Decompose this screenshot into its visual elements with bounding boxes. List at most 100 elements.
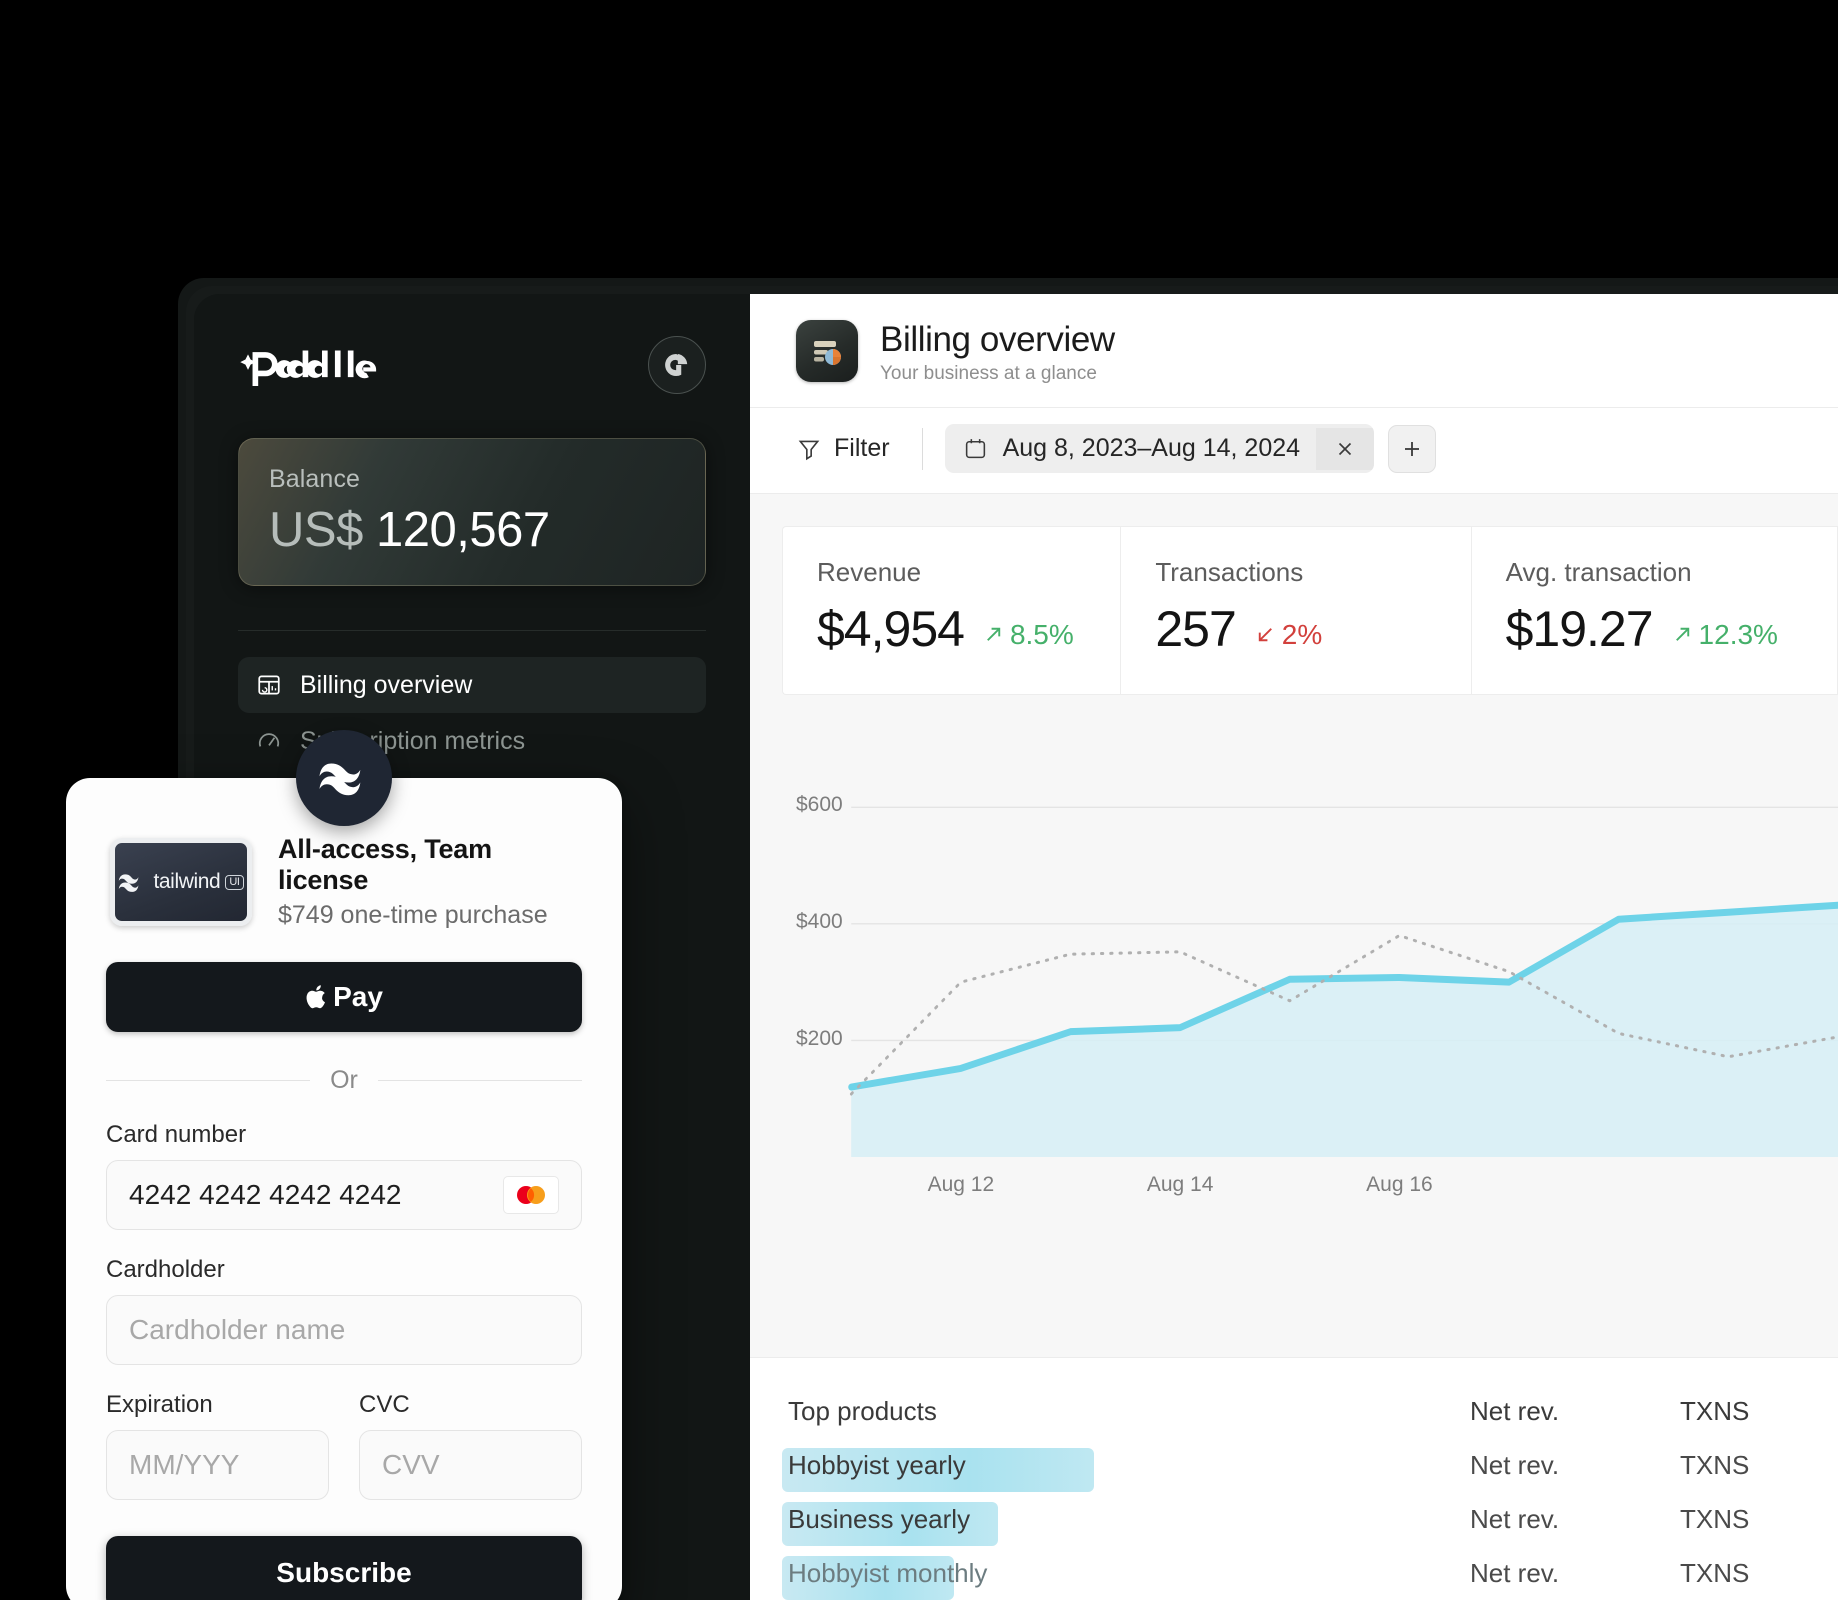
revenue-chart: $600 $400 $200 Aug 12 Aug 14 Aug 16 — [750, 695, 1838, 1357]
stat-card-revenue[interactable]: Revenue $4,954 8.5% — [782, 526, 1121, 696]
expiration-label: Expiration — [106, 1391, 213, 1418]
sidebar-divider — [238, 630, 706, 631]
expiry-cvc-row: Expiration MM/YYY CVC CVV — [106, 1391, 582, 1500]
tailwind-logo-icon — [296, 730, 392, 826]
workspace-avatar[interactable] — [648, 336, 706, 394]
divider-label: Or — [330, 1066, 358, 1094]
net-rev-value: Net rev. — [1470, 1503, 1560, 1534]
table-row[interactable]: Hobbyist monthly Net rev. TXNS — [750, 1546, 1838, 1600]
cvc-field-group: CVC CVV — [359, 1391, 582, 1500]
stat-value: $19.27 — [1505, 601, 1654, 658]
status-badge: 2% — [1254, 619, 1322, 651]
gauge-icon — [256, 728, 282, 754]
sidebar-item-label: Billing overview — [300, 670, 473, 699]
divider-line-left — [106, 1080, 311, 1081]
txns-value: TXNS — [1680, 1449, 1750, 1480]
filter-button-label: Filter — [834, 434, 890, 463]
apple-pay-label: Pay — [333, 981, 383, 1012]
product-volume-bar — [782, 1555, 954, 1600]
x-axis-tick-label: Aug 16 — [1366, 1173, 1433, 1197]
product-volume-bar — [782, 1447, 1094, 1492]
stat-row: $4,954 8.5% — [817, 600, 1086, 658]
sidebar-header — [238, 336, 706, 394]
billing-app-icon — [796, 320, 858, 382]
table-header-row: Top products Net rev. TXNS Countries — [750, 1384, 1838, 1438]
product-name-cell: Business yearly — [750, 1501, 1470, 1546]
calendar-icon — [963, 436, 988, 461]
close-icon — [1334, 438, 1356, 460]
product-thumb-wordmark: tailwind — [153, 870, 221, 893]
plus-icon — [1400, 437, 1424, 461]
divider-line-right — [377, 1080, 582, 1081]
stat-value: 257 — [1155, 601, 1236, 658]
stat-delta-value: 2% — [1281, 618, 1323, 650]
cardholder-field-group: Cardholder Cardholder name — [106, 1256, 582, 1365]
table-row[interactable]: Business yearly Net rev. TXNS — [750, 1492, 1838, 1546]
subscribe-button[interactable]: Subscribe — [106, 1536, 582, 1600]
expiration-input[interactable]: MM/YYY — [106, 1430, 329, 1500]
filter-button[interactable]: Filter — [796, 428, 900, 469]
column-header-top-products: Top products — [788, 1395, 937, 1426]
product-volume-bar — [782, 1501, 998, 1546]
sidebar-item-billing-overview[interactable]: Billing overview — [238, 657, 706, 713]
txns-value: TXNS — [1680, 1503, 1750, 1534]
stat-value: $4,954 — [817, 601, 965, 658]
balance-value: US$ 120,567 — [269, 502, 675, 558]
cardholder-input[interactable]: Cardholder name — [106, 1295, 582, 1365]
remove-date-filter-button[interactable] — [1316, 427, 1375, 470]
column-header-net-rev: Net rev. — [1470, 1395, 1560, 1426]
balance-card[interactable]: Balance US$ 120,567 — [238, 438, 706, 586]
expiration-placeholder: MM/YYY — [129, 1449, 240, 1480]
date-range-value-area[interactable]: Aug 8, 2023–Aug 14, 2024 — [945, 424, 1317, 473]
product-title: All-access, Team license — [278, 834, 492, 895]
paddle-logo[interactable] — [238, 340, 424, 390]
dashboard-grid-icon — [256, 672, 282, 698]
cvc-label: CVC — [359, 1391, 410, 1418]
y-axis-tick-label: $200 — [796, 1026, 843, 1050]
column-header-txns: TXNS — [1680, 1395, 1750, 1426]
apple-pay-button[interactable]: Pay — [106, 962, 582, 1032]
table-header-name-cell: Top products — [750, 1396, 1470, 1427]
card-number-input[interactable]: 4242 4242 4242 4242 — [106, 1160, 582, 1230]
page-subtitle: Your business at a glance — [880, 363, 1097, 385]
cardholder-label: Cardholder — [106, 1256, 225, 1283]
stat-row: $19.27 12.3% — [1506, 600, 1803, 658]
apple-icon — [305, 983, 329, 1011]
cvc-placeholder: CVV — [382, 1449, 440, 1480]
table-row[interactable]: Hobbyist yearly Net rev. TXNS — [750, 1438, 1838, 1492]
chart-plot-area: $600 $400 $200 — [750, 735, 1838, 1165]
add-filter-button[interactable] — [1388, 424, 1437, 473]
y-axis-tick-label: $400 — [796, 910, 843, 934]
stat-card-transactions[interactable]: Transactions 257 2% — [1120, 526, 1471, 696]
product-thumb-badge: UI — [225, 874, 244, 890]
x-axis-tick-label: Aug 14 — [1146, 1173, 1214, 1197]
arrow-down-left-icon — [1254, 623, 1277, 646]
date-range-chip[interactable]: Aug 8, 2023–Aug 14, 2024 — [944, 424, 1375, 474]
product-name-cell: Hobbyist monthly — [750, 1555, 1470, 1600]
stat-card-avg-transaction[interactable]: Avg. transaction $19.27 12.3% — [1470, 526, 1838, 696]
x-axis: Aug 12 Aug 14 Aug 16 — [750, 1165, 1838, 1225]
panel-title-block: Billing overview Your business at a glan… — [880, 320, 1115, 385]
product-thumb-text: tailwind UI — [153, 870, 244, 894]
mastercard-icon — [503, 1176, 559, 1214]
app-window: Balance US$ 120,567 — [194, 294, 1838, 1600]
status-badge: 12.3% — [1671, 619, 1778, 651]
stat-row: 257 2% — [1155, 600, 1436, 658]
product-summary: tailwind UI All-access, Team license $74… — [106, 834, 582, 930]
funnel-icon — [796, 436, 822, 462]
product-name: Business yearly — [788, 1503, 971, 1534]
expiration-field-group: Expiration MM/YYY — [106, 1391, 329, 1500]
page-title: Billing overview — [880, 320, 1115, 359]
checkout-card: tailwind UI All-access, Team license $74… — [66, 730, 622, 1600]
or-divider: Or — [106, 1066, 582, 1095]
stat-label: Revenue — [817, 557, 922, 588]
main-content: Billing overview Your business at a glan… — [750, 294, 1838, 1600]
stat-label: Avg. transaction — [1505, 557, 1692, 588]
stat-delta-value: 8.5% — [1009, 618, 1074, 650]
cvc-input[interactable]: CVV — [359, 1430, 582, 1500]
date-range-value: Aug 8, 2023–Aug 14, 2024 — [1002, 434, 1301, 463]
stat-delta-value: 12.3% — [1698, 618, 1778, 650]
top-products-table: Top products Net rev. TXNS Countries Hob… — [750, 1357, 1838, 1600]
x-axis-tick-label: Aug 12 — [927, 1173, 995, 1197]
